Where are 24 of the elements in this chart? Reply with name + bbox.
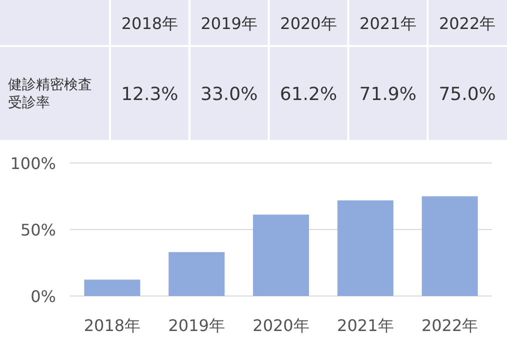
data-label: 71.9%	[359, 84, 416, 105]
bar	[253, 214, 309, 296]
category-label: 2021年	[360, 14, 416, 33]
bar	[422, 196, 478, 296]
data-label: 33.0%	[200, 84, 258, 105]
x-tick-label: 2018年	[84, 316, 141, 335]
x-tick-label: 2019年	[168, 316, 225, 335]
y-tick-label: 100%	[10, 154, 56, 173]
category-label: 2018年	[121, 14, 178, 33]
y-tick-label: 0%	[30, 287, 56, 306]
category-label: 2022年	[438, 14, 496, 33]
bar	[337, 200, 394, 296]
y-tick-label: 50%	[20, 220, 56, 240]
category-label: 2019年	[200, 14, 258, 33]
category-label: 2020年	[280, 14, 337, 33]
x-tick-label: 2021年	[337, 316, 394, 335]
bar	[168, 252, 225, 296]
data-label: 75.0%	[438, 84, 496, 105]
data-label: 12.3%	[121, 84, 178, 105]
x-tick-label: 2022年	[421, 316, 478, 335]
text: 健診精密検査受診率	[8, 77, 92, 111]
x-tick-label: 2020年	[252, 316, 310, 335]
bar	[84, 280, 140, 296]
data-label: 61.2%	[280, 84, 338, 105]
